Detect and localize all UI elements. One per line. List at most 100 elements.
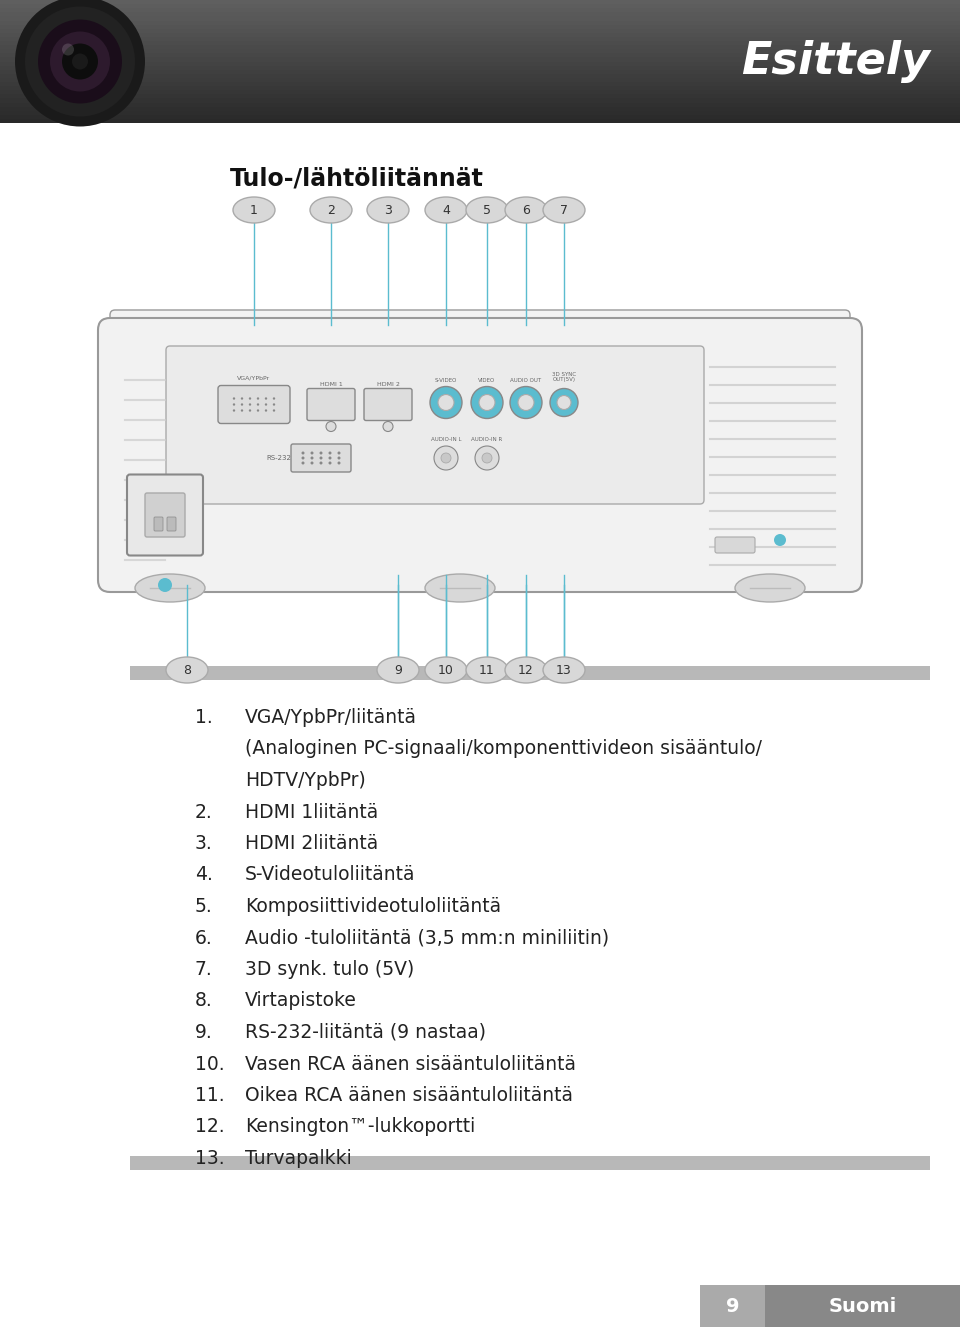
Text: 7: 7 <box>560 203 568 216</box>
Ellipse shape <box>505 196 547 223</box>
Bar <box>0 8 960 12</box>
Text: Tulo-/lähtöliitännät: Tulo-/lähtöliitännät <box>230 166 484 190</box>
Ellipse shape <box>543 657 585 683</box>
FancyBboxPatch shape <box>110 311 850 365</box>
Circle shape <box>273 397 276 399</box>
Bar <box>0 106 960 110</box>
Bar <box>0 70 960 74</box>
Bar <box>0 82 960 86</box>
Bar <box>0 102 960 106</box>
Bar <box>130 666 930 679</box>
FancyBboxPatch shape <box>98 318 862 592</box>
Circle shape <box>158 579 172 592</box>
Text: VGA/YpbPr/liitäntä: VGA/YpbPr/liitäntä <box>245 709 417 727</box>
FancyBboxPatch shape <box>715 537 755 553</box>
Text: (Analoginen PC-signaali/komponenttivideon sisääntulo/: (Analoginen PC-signaali/komponenttivideo… <box>245 739 762 759</box>
Ellipse shape <box>735 575 805 602</box>
Text: AUDIO-IN R: AUDIO-IN R <box>471 437 503 442</box>
FancyBboxPatch shape <box>364 389 412 421</box>
Ellipse shape <box>425 196 467 223</box>
Bar <box>0 78 960 82</box>
Bar <box>0 86 960 90</box>
FancyBboxPatch shape <box>167 518 176 531</box>
Text: HDMI 2: HDMI 2 <box>376 381 399 386</box>
Ellipse shape <box>543 196 585 223</box>
Circle shape <box>475 446 499 470</box>
Bar <box>0 25 960 29</box>
Circle shape <box>310 451 314 455</box>
Bar <box>0 74 960 78</box>
Bar <box>0 53 960 57</box>
Circle shape <box>241 409 243 411</box>
Bar <box>765 1285 960 1327</box>
Circle shape <box>434 446 458 470</box>
Bar <box>0 12 960 16</box>
Text: 6.: 6. <box>195 929 213 947</box>
Bar <box>0 98 960 102</box>
Text: 11: 11 <box>479 664 494 677</box>
Circle shape <box>320 451 323 455</box>
Bar <box>0 90 960 94</box>
Circle shape <box>265 403 267 406</box>
Circle shape <box>62 44 74 56</box>
FancyBboxPatch shape <box>127 475 203 556</box>
Text: Kensington™-lukkoportti: Kensington™-lukkoportti <box>245 1117 475 1136</box>
Circle shape <box>273 409 276 411</box>
Text: 3D synk. tulo (5V): 3D synk. tulo (5V) <box>245 959 415 979</box>
Text: 5.: 5. <box>195 897 213 916</box>
Ellipse shape <box>425 657 467 683</box>
Text: 7.: 7. <box>195 959 213 979</box>
Circle shape <box>320 456 323 459</box>
Text: 2.: 2. <box>195 803 213 821</box>
Circle shape <box>320 462 323 464</box>
Text: 4: 4 <box>442 203 450 216</box>
Bar <box>130 1156 930 1170</box>
Text: 6: 6 <box>522 203 530 216</box>
Text: Suomi: Suomi <box>828 1296 897 1315</box>
Circle shape <box>301 462 304 464</box>
Bar <box>0 57 960 61</box>
Bar <box>0 61 960 65</box>
Text: Audio -tuloliitäntä (3,5 mm:n miniliitin): Audio -tuloliitäntä (3,5 mm:n miniliitin… <box>245 929 610 947</box>
Text: HDTV/YpbPr): HDTV/YpbPr) <box>245 771 366 790</box>
Circle shape <box>249 403 252 406</box>
Circle shape <box>310 456 314 459</box>
Text: S-Videotuloliitäntä: S-Videotuloliitäntä <box>245 865 416 885</box>
Circle shape <box>301 451 304 455</box>
Circle shape <box>265 409 267 411</box>
Text: HDMI 2liitäntä: HDMI 2liitäntä <box>245 833 378 853</box>
Circle shape <box>430 386 462 418</box>
Text: 13: 13 <box>556 664 572 677</box>
Ellipse shape <box>466 657 508 683</box>
Circle shape <box>249 397 252 399</box>
Bar <box>0 29 960 33</box>
Bar <box>700 1285 765 1327</box>
Circle shape <box>72 53 88 69</box>
Text: AUDIO-IN L: AUDIO-IN L <box>431 437 461 442</box>
Circle shape <box>510 386 542 418</box>
Text: AUDIO OUT: AUDIO OUT <box>511 377 541 382</box>
Circle shape <box>241 397 243 399</box>
Text: VGA/YPbPr: VGA/YPbPr <box>237 376 271 381</box>
Circle shape <box>479 394 495 410</box>
Ellipse shape <box>466 196 508 223</box>
Text: 9: 9 <box>726 1296 739 1315</box>
Circle shape <box>257 409 259 411</box>
Text: Oikea RCA äänen sisääntuloliitäntä: Oikea RCA äänen sisääntuloliitäntä <box>245 1085 573 1105</box>
Circle shape <box>338 456 341 459</box>
Text: 8.: 8. <box>195 991 213 1010</box>
Text: S-VIDEO: S-VIDEO <box>435 377 457 382</box>
FancyBboxPatch shape <box>291 445 351 472</box>
Circle shape <box>482 453 492 463</box>
Bar <box>0 45 960 49</box>
Text: 4.: 4. <box>195 865 213 885</box>
Ellipse shape <box>377 657 419 683</box>
Text: 5: 5 <box>483 203 491 216</box>
Ellipse shape <box>310 196 352 223</box>
Circle shape <box>50 32 110 92</box>
Ellipse shape <box>367 196 409 223</box>
Circle shape <box>471 386 503 418</box>
Bar <box>0 37 960 41</box>
Bar <box>0 49 960 53</box>
Circle shape <box>233 397 235 399</box>
